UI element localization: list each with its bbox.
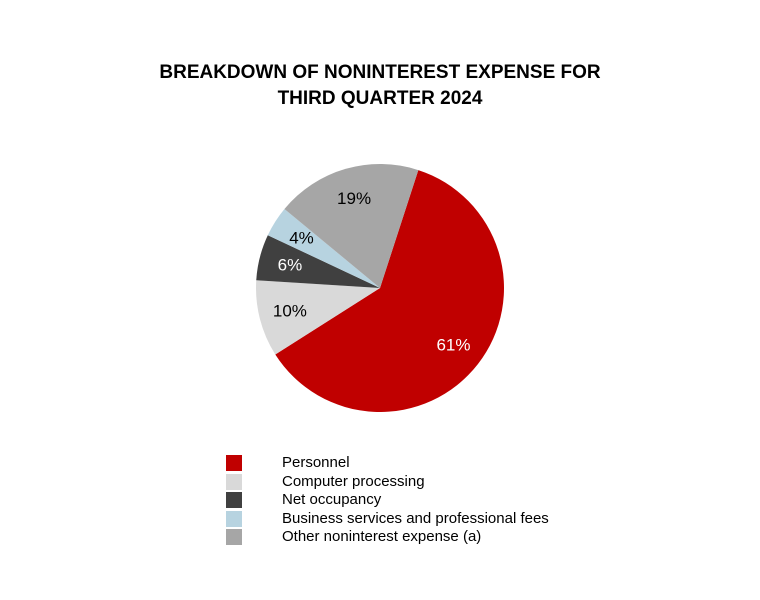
legend-swatch [226, 510, 242, 527]
chart-title-line-1: BREAKDOWN OF NONINTEREST EXPENSE FOR [159, 62, 601, 83]
pie-slice-personnel [275, 170, 504, 412]
chart-title-line-2: THIRD QUARTER 2024 [277, 88, 483, 109]
legend-label: Personnel [282, 454, 350, 471]
legend-swatch [226, 529, 242, 545]
pie-slice-computer-processing [255, 280, 380, 355]
pie-label-business-services-and-professional-fees: 4% [289, 229, 314, 248]
pie-slice-other-noninterest-expense-a [284, 164, 419, 288]
legend-label: Net occupancy [282, 491, 382, 508]
pie-slice-business-services-and-professional-fees [267, 208, 380, 288]
legend-swatch [226, 455, 242, 471]
pie-slices [255, 164, 504, 412]
legend-swatch [226, 492, 242, 508]
legend-swatch [226, 473, 242, 490]
pie-label-other-noninterest-expense-a: 19% [337, 189, 371, 208]
legend-label: Other noninterest expense (a) [282, 528, 482, 545]
pie-labels: 61% 10% 6% 4% 19% [273, 189, 471, 354]
pie-label-net-occupancy: 6% [278, 255, 303, 274]
pie-label-personnel: 61% [436, 336, 470, 355]
pie-label-computer-processing: 10% [273, 302, 307, 321]
pie-slice-net-occupancy [256, 235, 380, 288]
legend-label: Business services and professional fees [282, 509, 549, 527]
legend-label: Computer processing [282, 472, 425, 490]
